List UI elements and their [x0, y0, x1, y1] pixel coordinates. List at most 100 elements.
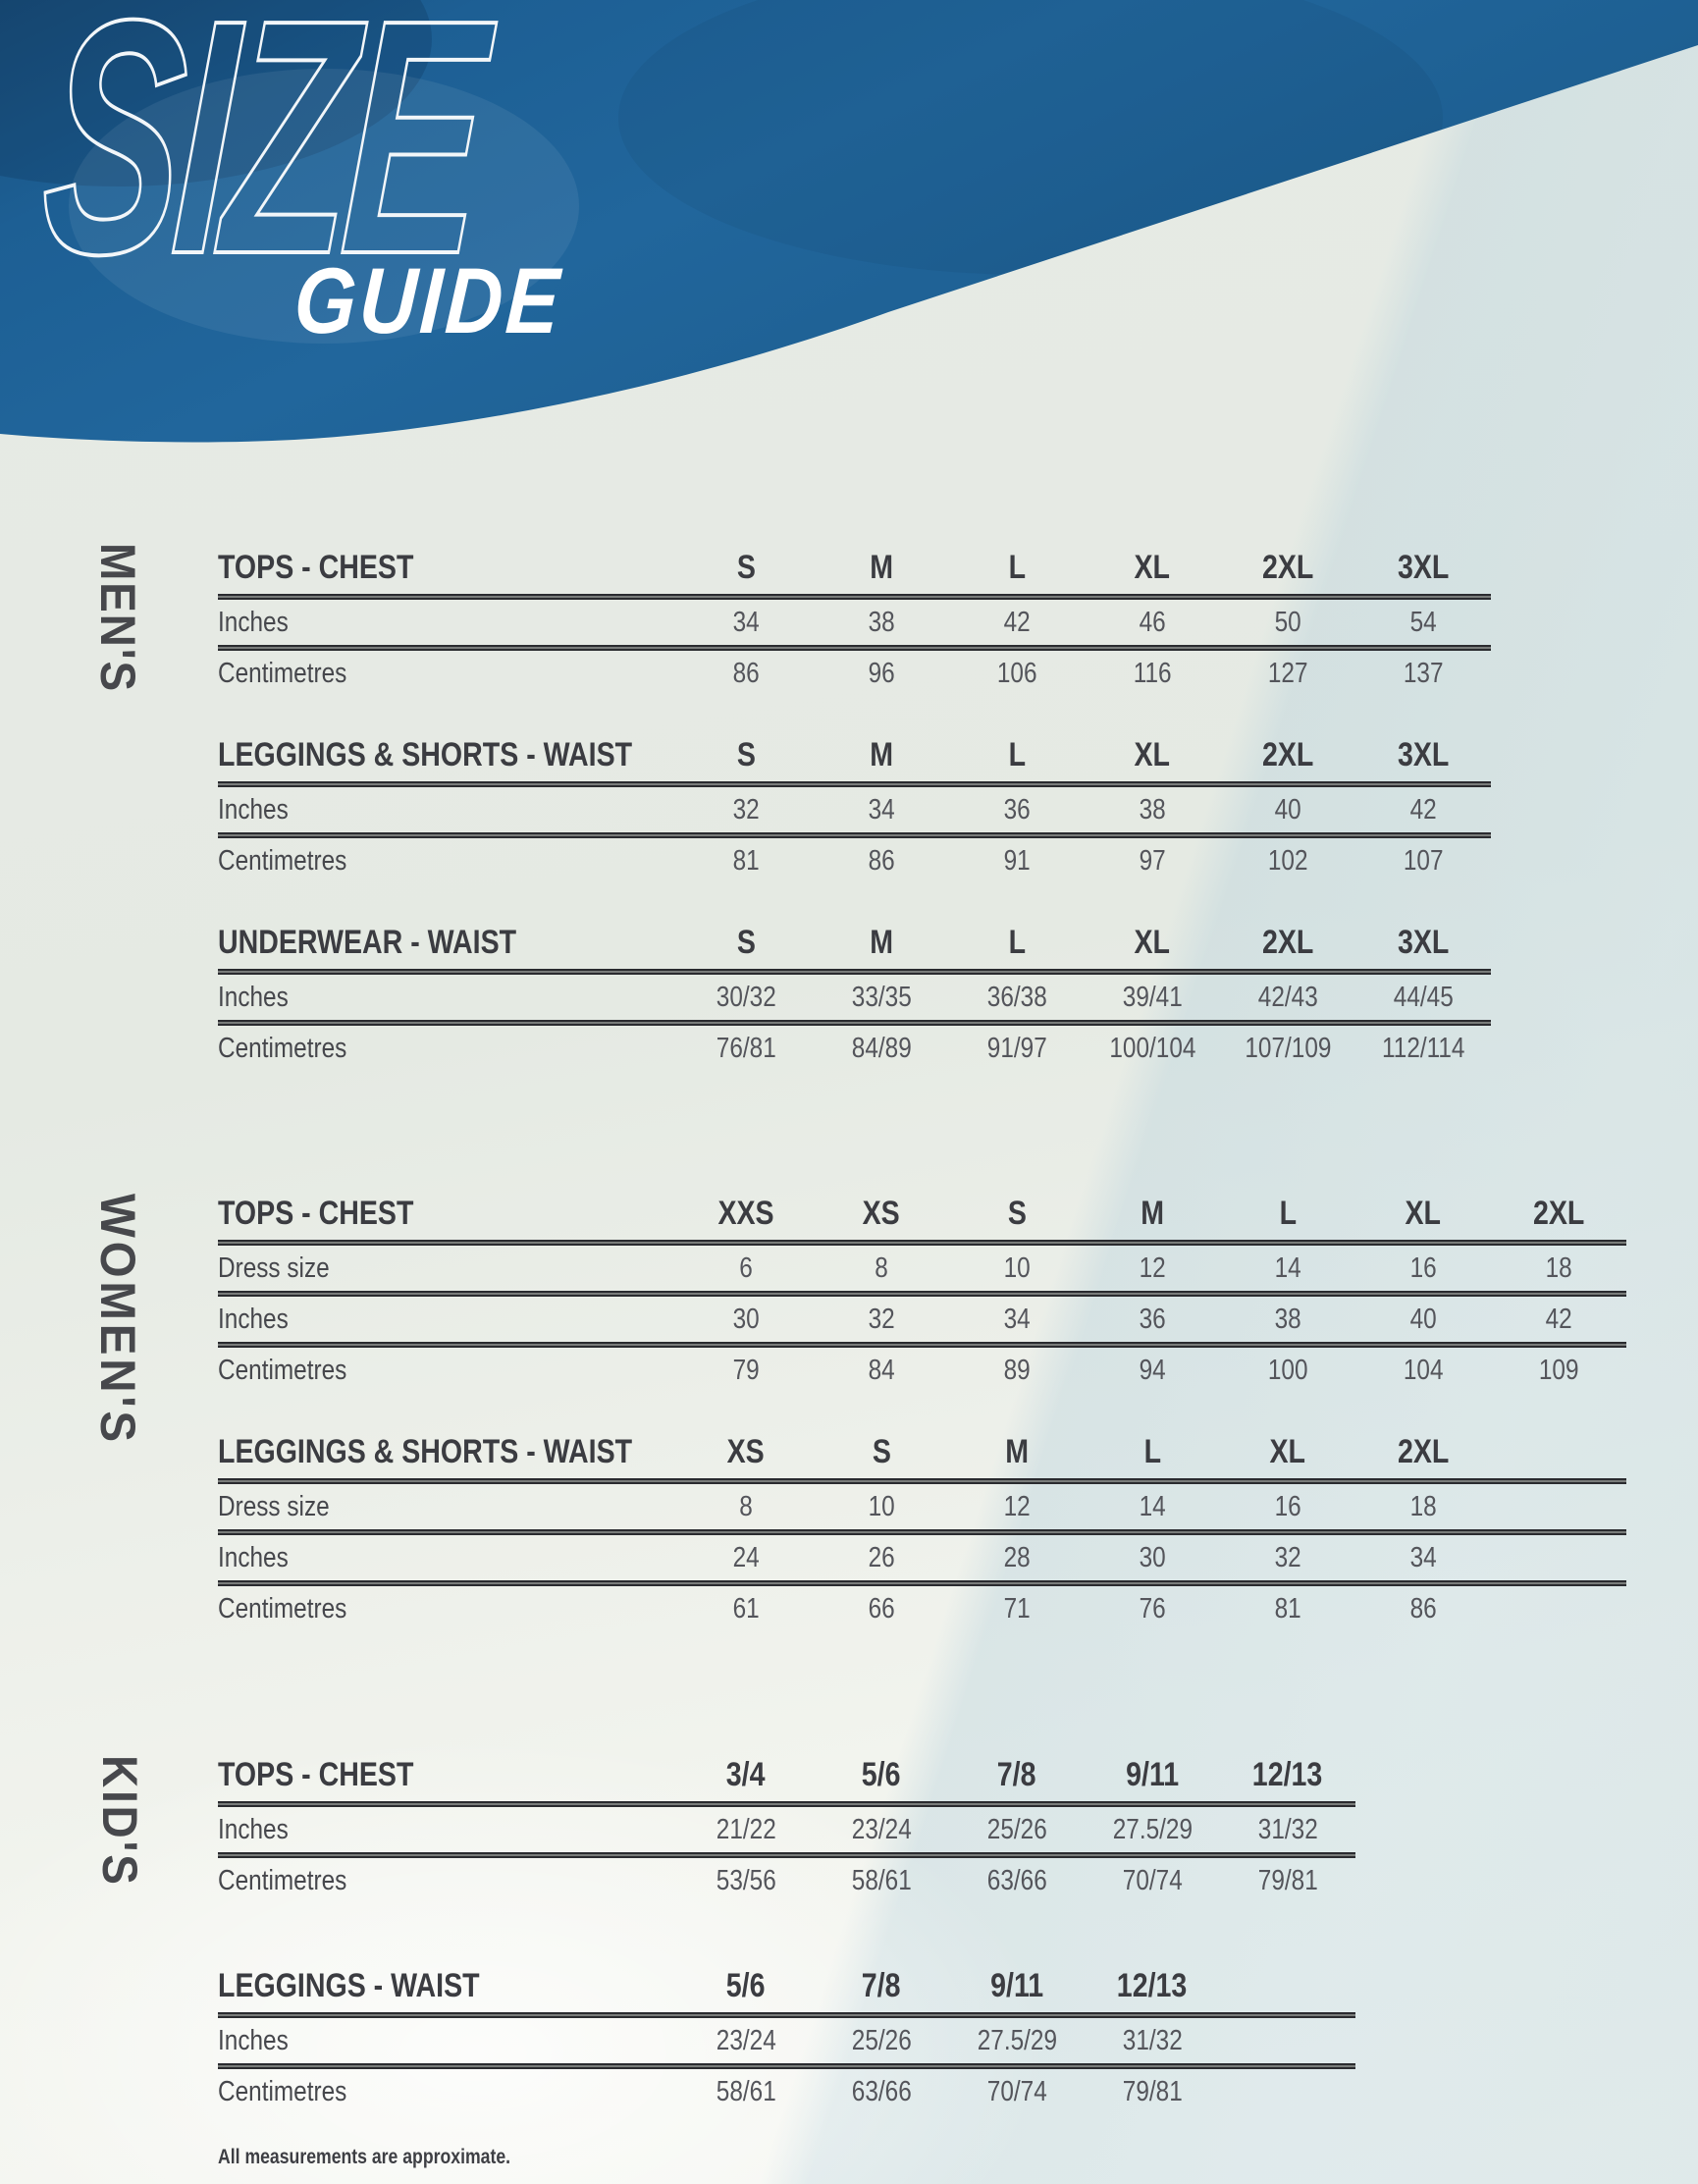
size-col-header: S: [678, 549, 814, 594]
size-value: 25/26: [814, 2025, 949, 2057]
row-label-text: Centimetres: [218, 657, 347, 689]
size-value-text: 106: [996, 657, 1037, 689]
row-label: Centimetres: [218, 2076, 678, 2108]
size-value-text: 23/24: [851, 1813, 912, 1845]
size-value: 79/81: [1220, 1865, 1355, 1897]
size-table-header-row: LEGGINGS & SHORTS - WAIST S M L XL 2XL 3XL: [218, 732, 1491, 781]
header-wave: [0, 0, 1698, 443]
size-col-header: S: [678, 736, 814, 781]
size-col-header-text: M: [870, 736, 893, 773]
size-value: 30: [678, 1304, 814, 1336]
size-value-text: 97: [1139, 844, 1166, 877]
size-value: 127: [1220, 658, 1355, 690]
size-col-header-text: M: [1005, 1433, 1029, 1470]
size-value-text: 89: [1003, 1354, 1031, 1386]
size-value: 106: [949, 658, 1085, 690]
size-value: 24: [678, 1542, 814, 1574]
size-col-header-text: 9/11: [989, 1967, 1044, 2004]
size-value-text: 33/35: [851, 981, 912, 1013]
size-value: 53/56: [678, 1865, 814, 1897]
size-value-text: 42: [1545, 1303, 1572, 1335]
size-table: TOPS - CHEST S M L XL 2XL 3XL Inches 34 38 42 46 50 5…: [218, 545, 1491, 696]
size-value: 34: [814, 794, 949, 826]
size-col-header-text: 12/13: [1252, 1756, 1323, 1793]
size-value-text: 104: [1403, 1354, 1444, 1386]
size-table: TOPS - CHEST XXS XS S M L XL 2XL Dress size 6 8 10 1…: [218, 1191, 1626, 1393]
row-label: Inches: [218, 1542, 678, 1574]
size-col-header-text: 12/13: [1117, 1967, 1188, 2004]
row-label-text: Inches: [218, 1541, 289, 1573]
table-row: Inches 30/32 33/35 36/38 39/41 42/43 44/45: [218, 975, 1491, 1020]
table-rule: [218, 1291, 1626, 1297]
size-value: 100/104: [1085, 1033, 1220, 1065]
size-col-header-text: 5/6: [862, 1756, 901, 1793]
size-value: 58/61: [814, 1865, 949, 1897]
size-col-header-text: M: [1141, 1195, 1164, 1232]
table-row: Centimetres 79 84 89 94 100 104 109: [218, 1348, 1626, 1393]
size-value-text: 34: [732, 606, 760, 638]
size-value: 39/41: [1085, 982, 1220, 1014]
size-col-header: XS: [814, 1195, 949, 1240]
size-value-text: 42: [1003, 606, 1031, 638]
size-value-text: 50: [1274, 606, 1301, 638]
logo-guide-solid: GUIDE: [292, 249, 566, 353]
size-col-header-text: XL: [1405, 1195, 1442, 1232]
row-label-text: Inches: [218, 793, 289, 826]
size-value-text: 54: [1409, 606, 1437, 638]
size-col-header: S: [949, 1195, 1085, 1240]
size-value: 42: [1491, 1304, 1626, 1336]
size-col-header-text: L: [1008, 736, 1026, 773]
row-label-text: Inches: [218, 1813, 289, 1845]
size-col-header: 2XL: [1355, 1433, 1491, 1478]
size-value: 100: [1220, 1355, 1355, 1387]
table-rule: [218, 1342, 1626, 1348]
table-title: LEGGINGS & SHORTS - WAIST: [218, 1433, 678, 1478]
size-value-text: 25/26: [986, 1813, 1047, 1845]
size-table: LEGGINGS & SHORTS - WAIST S M L XL 2XL 3XL Inch…: [218, 732, 1491, 883]
size-value-text: 79/81: [1257, 1864, 1318, 1896]
table-title-text: LEGGINGS & SHORTS - WAIST: [218, 1433, 633, 1470]
row-label-text: Centimetres: [218, 844, 347, 877]
size-value: 21/22: [678, 1814, 814, 1846]
table-rule: [218, 2063, 1355, 2069]
table-rule: [218, 832, 1491, 838]
size-value-text: 31/32: [1257, 1813, 1318, 1845]
size-value-text: 40: [1409, 1303, 1437, 1335]
size-col-header-text: 3XL: [1397, 924, 1450, 961]
size-value: 8: [678, 1491, 814, 1523]
row-label: Centimetres: [218, 1593, 678, 1625]
size-col-header: M: [814, 736, 949, 781]
size-col-header: M: [814, 924, 949, 969]
size-value-text: 81: [1274, 1592, 1301, 1625]
size-value-text: 58/61: [716, 2075, 776, 2107]
size-col-header-text: 7/8: [997, 1756, 1036, 1793]
size-value: 14: [1220, 1252, 1355, 1285]
table-row: Inches 23/24 25/26 27.5/29 31/32: [218, 2018, 1355, 2063]
size-table-header-row: LEGGINGS & SHORTS - WAIST XS S M L XL 2XL: [218, 1429, 1626, 1478]
table-rule: [218, 645, 1491, 651]
table-row: Dress size 6 8 10 12 14 16 18: [218, 1246, 1626, 1291]
section-label-mens: MEN'S: [90, 543, 145, 694]
row-label-text: Inches: [218, 606, 289, 638]
table-row: Centimetres 76/81 84/89 91/97 100/104 107/109…: [218, 1026, 1491, 1071]
size-col-header: 2XL: [1220, 736, 1355, 781]
size-value-text: 16: [1409, 1252, 1437, 1284]
size-value: 10: [949, 1252, 1085, 1285]
size-col-header: 9/11: [949, 1967, 1085, 2012]
size-col-header: M: [1085, 1195, 1220, 1240]
row-label: Centimetres: [218, 1033, 678, 1065]
size-value: 16: [1220, 1491, 1355, 1523]
row-label-text: Inches: [218, 1303, 289, 1335]
size-value: 31/32: [1085, 2025, 1220, 2057]
size-value-text: 23/24: [716, 2024, 776, 2056]
size-col-header-text: 2XL: [1261, 736, 1314, 773]
size-col-header: M: [949, 1433, 1085, 1478]
size-value-text: 34: [1003, 1303, 1031, 1335]
size-value-text: 107/109: [1244, 1032, 1332, 1064]
size-col-header: 2XL: [1491, 1195, 1626, 1240]
size-value-text: 28: [1003, 1541, 1031, 1573]
size-value-text: 38: [1139, 793, 1166, 826]
size-value: 42/43: [1220, 982, 1355, 1014]
size-value-text: 25/26: [851, 2024, 912, 2056]
size-value-text: 81: [732, 844, 760, 877]
